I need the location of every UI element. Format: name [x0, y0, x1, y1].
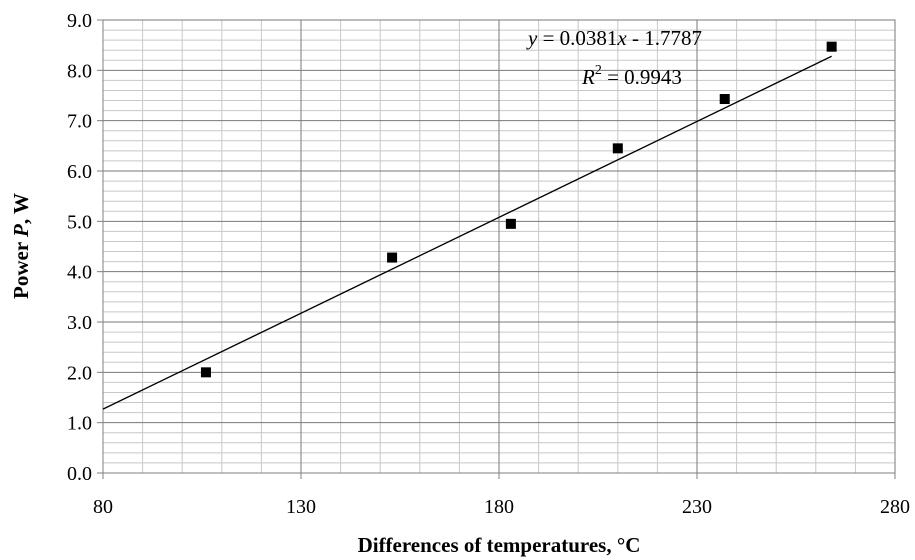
data-points — [200, 41, 837, 378]
y-tick-label: 9.0 — [67, 10, 92, 32]
x-tick-label: 280 — [880, 496, 910, 518]
tick-marks — [97, 19, 896, 479]
y-tick-label: 5.0 — [67, 211, 92, 233]
trend-equation: y = 0.0381x - 1.7787 — [526, 26, 702, 50]
equation-y-var: y — [526, 26, 538, 50]
x-tick-label: 80 — [93, 496, 113, 518]
data-point — [719, 94, 730, 105]
trendline-group — [102, 55, 832, 410]
y-tick-label: 4.0 — [67, 262, 92, 284]
y-tick-label: 6.0 — [67, 161, 92, 183]
equation-tail: - 1.7787 — [627, 26, 702, 50]
data-point — [505, 218, 516, 229]
y-axis-title-prefix: Power — [9, 237, 33, 299]
y-tick-label: 0.0 — [67, 463, 92, 485]
r-squared-value: = 0.9943 — [602, 65, 682, 89]
r-squared: R2 = 0.9943 — [581, 63, 682, 89]
trendline — [102, 55, 832, 410]
y-tick-labels: 0.0 1.0 2.0 3.0 4.0 5.0 6.0 7.0 8.0 9.0 — [67, 10, 92, 485]
data-point — [200, 367, 211, 378]
data-point — [826, 41, 837, 52]
equation-x-var: x — [616, 26, 627, 50]
x-axis-title: Differences of temperatures, °C — [358, 533, 641, 557]
y-tick-label: 7.0 — [67, 111, 92, 133]
y-tick-label: 1.0 — [67, 413, 92, 435]
y-axis-title-suffix: , W — [9, 193, 33, 224]
y-tick-label: 2.0 — [67, 362, 92, 384]
equation-mid: = 0.0381 — [537, 26, 617, 50]
x-tick-label: 130 — [286, 496, 316, 518]
y-axis-title-var: P — [9, 224, 33, 238]
r-squared-var: R — [581, 65, 595, 89]
data-point — [387, 252, 398, 263]
y-axis-title: Power P, W — [9, 193, 33, 299]
r-squared-exp: 2 — [595, 63, 602, 78]
x-tick-labels: 80 130 180 230 280 — [93, 496, 910, 518]
data-point — [612, 143, 623, 154]
x-tick-label: 230 — [682, 496, 712, 518]
x-tick-label: 180 — [484, 496, 514, 518]
major-grid — [103, 19, 896, 473]
y-tick-label: 8.0 — [67, 60, 92, 82]
y-tick-label: 3.0 — [67, 312, 92, 334]
